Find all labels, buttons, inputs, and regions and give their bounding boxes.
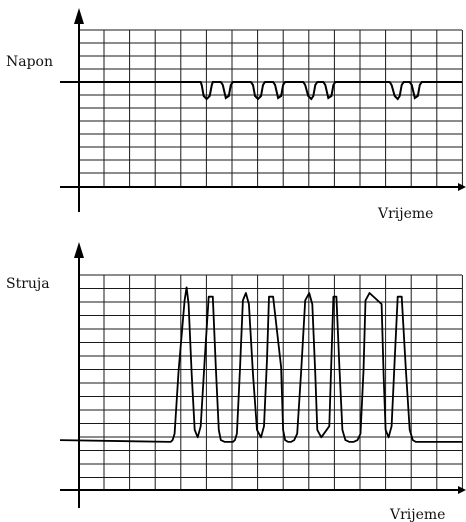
current-grid bbox=[79, 274, 463, 490]
current-time-axis-label: Vrijeme bbox=[389, 507, 445, 522]
voltage-axis-label: Napon bbox=[6, 54, 53, 70]
current-x-axis-arrow bbox=[458, 486, 466, 494]
current-axis-label: Struja bbox=[6, 276, 50, 292]
voltage-trace bbox=[60, 81, 462, 101]
voltage-chart: Napon Vrijeme bbox=[6, 8, 466, 222]
current-y-axis-arrow bbox=[74, 242, 84, 258]
voltage-time-axis-label: Vrijeme bbox=[377, 206, 433, 222]
voltage-y-axis-arrow bbox=[74, 8, 84, 24]
voltage-grid bbox=[79, 29, 463, 187]
voltage-x-axis-arrow bbox=[458, 183, 466, 191]
current-trace bbox=[59, 286, 462, 443]
current-chart: Struja Vrijeme bbox=[6, 242, 466, 522]
